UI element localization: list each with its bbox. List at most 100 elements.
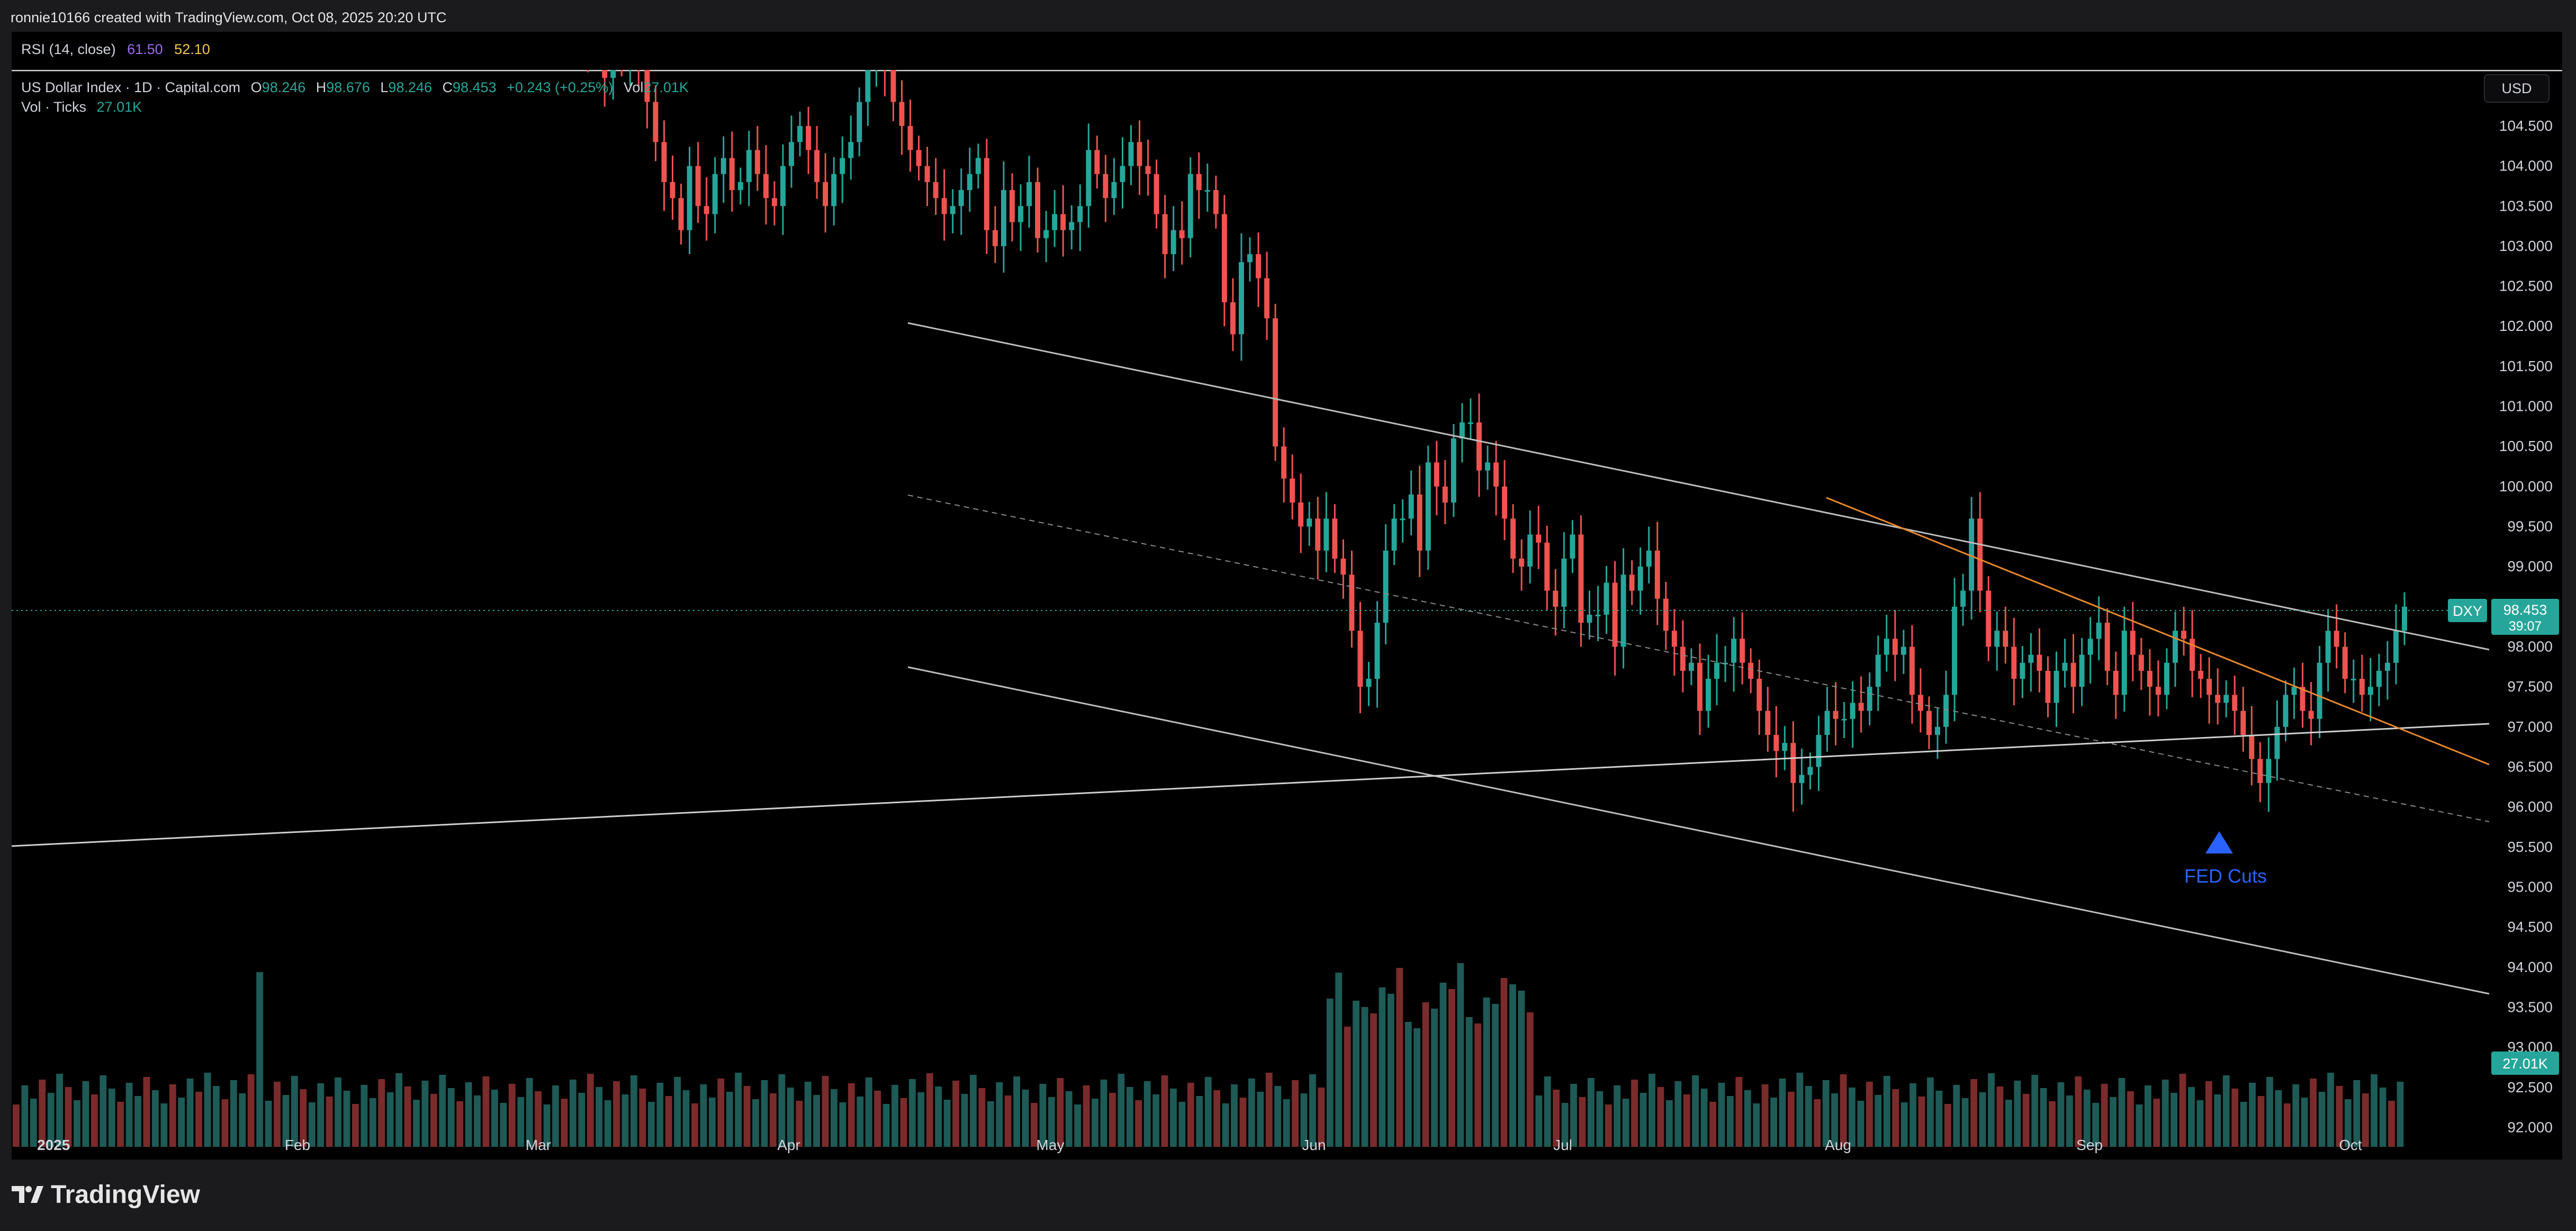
candle[interactable] [1502, 486, 1508, 519]
symbol-title[interactable]: US Dollar Index · 1D · Capital.com [21, 79, 241, 95]
candle[interactable] [1765, 711, 1771, 735]
candle[interactable] [2198, 670, 2204, 679]
candle[interactable] [1476, 422, 1482, 471]
candle[interactable] [1077, 206, 1083, 222]
candle[interactable] [2045, 670, 2051, 703]
candle[interactable] [1536, 534, 1542, 543]
candle[interactable] [2079, 654, 2085, 687]
candle[interactable] [899, 102, 905, 126]
candle[interactable] [1247, 254, 1253, 263]
candle[interactable] [1434, 462, 1439, 487]
candle[interactable] [1170, 230, 1176, 255]
vol-ticks-label[interactable]: Vol · Ticks [21, 99, 87, 115]
candle[interactable] [610, 70, 616, 78]
candle[interactable] [2113, 670, 2119, 695]
arrow-up-icon[interactable] [2205, 831, 2233, 853]
candle[interactable] [1052, 214, 1058, 230]
candle[interactable] [1757, 679, 1762, 711]
candle[interactable] [2173, 631, 2178, 663]
candle[interactable] [1425, 462, 1431, 551]
candle[interactable] [1069, 222, 1075, 230]
candle[interactable] [720, 158, 726, 174]
candle[interactable] [992, 230, 998, 246]
candle[interactable] [941, 198, 947, 214]
candle[interactable] [729, 158, 735, 190]
candle[interactable] [1510, 518, 1516, 559]
candle[interactable] [771, 198, 777, 206]
candle[interactable] [2402, 606, 2407, 631]
candle[interactable] [1035, 182, 1041, 238]
candle[interactable] [1366, 679, 1372, 687]
candle[interactable] [1221, 214, 1227, 302]
candle[interactable] [2232, 695, 2238, 711]
candle[interactable] [1723, 662, 1728, 664]
candle[interactable] [1926, 711, 1932, 735]
candle[interactable] [2367, 687, 2373, 695]
candle[interactable] [2155, 687, 2161, 695]
candle[interactable] [2037, 654, 2042, 671]
candle[interactable] [975, 158, 981, 174]
channel-upper-line[interactable] [907, 322, 2490, 651]
candle[interactable] [712, 174, 718, 214]
candle[interactable] [1841, 718, 1847, 721]
candle[interactable] [1824, 711, 1830, 735]
candle[interactable] [1850, 703, 1856, 719]
candle[interactable] [789, 142, 794, 166]
candle[interactable] [1001, 190, 1006, 246]
candle[interactable] [924, 166, 930, 182]
candle[interactable] [1162, 214, 1168, 255]
candle[interactable] [1383, 550, 1389, 623]
candle[interactable] [2206, 679, 2212, 695]
orange-trend-line[interactable] [1826, 497, 2490, 766]
candle[interactable] [1340, 559, 1346, 575]
candle[interactable] [1128, 142, 1134, 166]
candle[interactable] [1120, 166, 1125, 182]
candle[interactable] [2384, 662, 2390, 671]
candle[interactable] [1323, 518, 1329, 551]
candle[interactable] [1994, 631, 2000, 647]
candle[interactable] [2215, 695, 2221, 703]
candle[interactable] [1349, 574, 1355, 631]
candle[interactable] [1298, 502, 1304, 527]
candle[interactable] [1960, 590, 1966, 607]
candle[interactable] [780, 166, 786, 206]
candle[interactable] [1137, 142, 1142, 166]
candle[interactable] [1043, 230, 1049, 238]
candle[interactable] [848, 142, 854, 158]
candle[interactable] [763, 174, 769, 199]
candle[interactable] [1986, 590, 1992, 647]
candle[interactable] [2104, 623, 2110, 671]
candle[interactable] [2070, 662, 2076, 687]
candle[interactable] [1935, 726, 1940, 735]
candle[interactable] [967, 174, 972, 190]
candle[interactable] [1213, 190, 1219, 214]
channel-lower-line[interactable] [907, 666, 2490, 995]
candle[interactable] [797, 125, 803, 142]
candle[interactable] [1646, 550, 1652, 567]
candle[interactable] [2147, 670, 2152, 687]
candle[interactable] [1578, 534, 1584, 623]
candle[interactable] [1612, 582, 1618, 647]
candle[interactable] [1637, 567, 1643, 591]
candle[interactable] [1026, 182, 1032, 206]
currency-button[interactable]: USD [2484, 74, 2550, 103]
candle[interactable] [2334, 631, 2339, 647]
candle[interactable] [1060, 214, 1066, 230]
candle[interactable] [2283, 695, 2289, 727]
candle[interactable] [1204, 190, 1210, 192]
candle[interactable] [1731, 639, 1737, 663]
candle[interactable] [1901, 646, 1906, 655]
candle[interactable] [1884, 639, 1889, 655]
candle[interactable] [814, 150, 820, 182]
candle[interactable] [2342, 646, 2348, 679]
candle[interactable] [1570, 534, 1575, 559]
candle[interactable] [1400, 518, 1406, 520]
tradingview-logo[interactable]: TradingView [12, 1179, 200, 1210]
candle[interactable] [1374, 623, 1380, 679]
candle[interactable] [2223, 695, 2229, 703]
candle[interactable] [2138, 654, 2144, 671]
candle[interactable] [1553, 590, 1559, 607]
candle[interactable] [2011, 646, 2017, 679]
candle[interactable] [1799, 775, 1805, 783]
rsi-pane[interactable]: RSI (14, close) 61.50 52.10 [12, 32, 2562, 70]
